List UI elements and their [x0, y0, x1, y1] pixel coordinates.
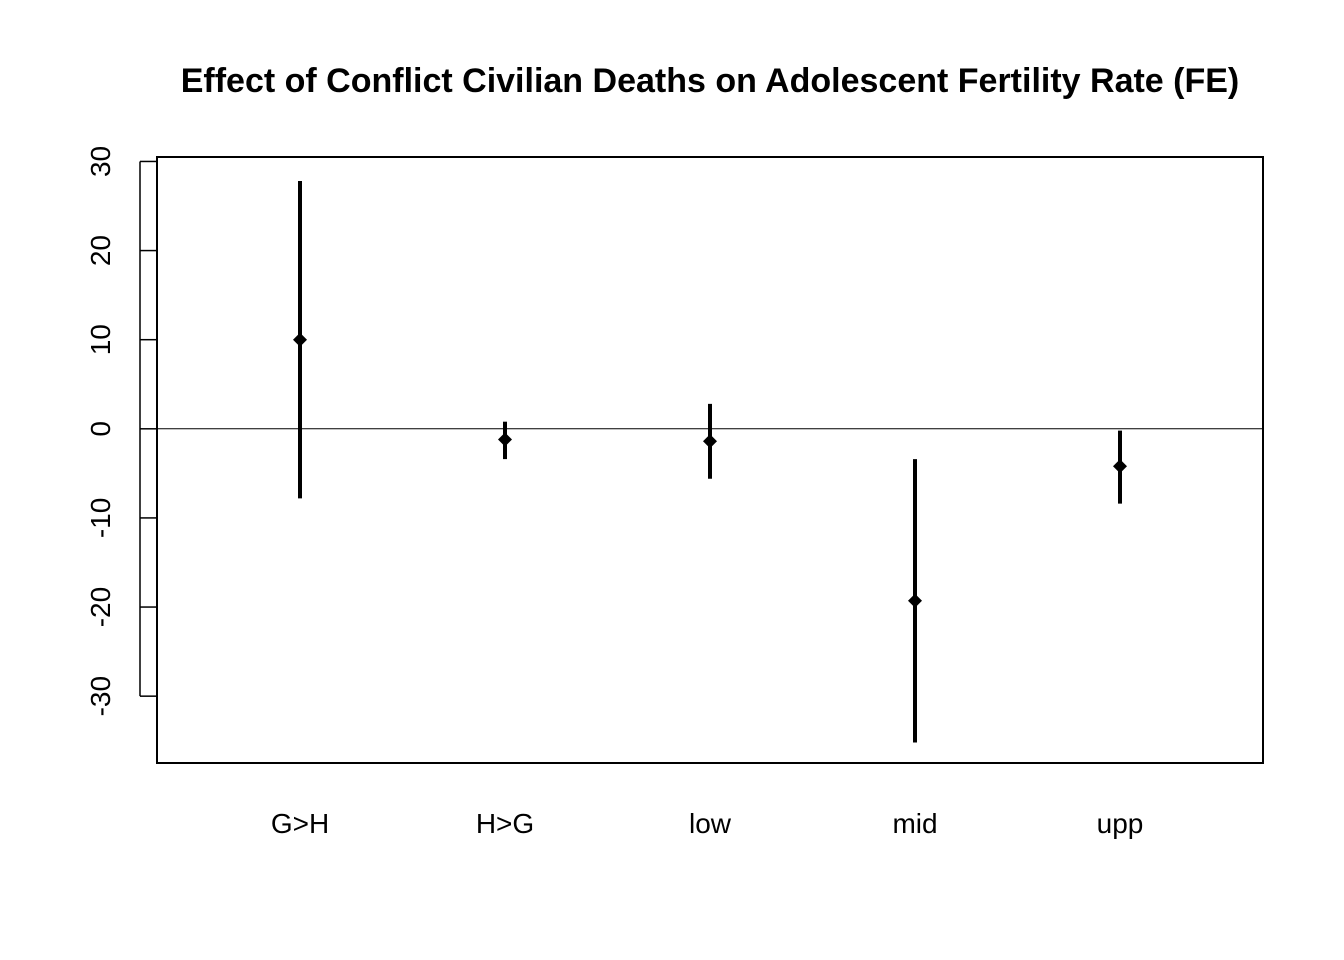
x-tick-label: upp	[1097, 808, 1144, 839]
point-estimate	[703, 434, 717, 449]
y-tick-label: -30	[85, 676, 116, 716]
estimate-marks	[293, 181, 1127, 743]
point-estimate	[293, 332, 307, 347]
x-tick-label: mid	[892, 808, 937, 839]
point-estimate	[498, 432, 512, 447]
y-tick-label: 20	[85, 235, 116, 266]
y-tick-label: 0	[85, 421, 116, 437]
x-tick-label: H>G	[476, 808, 534, 839]
point-estimate	[908, 593, 922, 608]
y-tick-label: 10	[85, 324, 116, 355]
y-axis: 30 20 10 0 -10 -20 -30	[85, 146, 156, 716]
y-tick-label: 30	[85, 146, 116, 177]
chart-title: Effect of Conflict Civilian Deaths on Ad…	[181, 62, 1240, 100]
y-tick-label: -20	[85, 587, 116, 627]
point-estimate	[1113, 459, 1127, 474]
x-tick-label: low	[689, 808, 732, 839]
y-tick-label: -10	[85, 498, 116, 538]
x-tick-label: G>H	[271, 808, 329, 839]
plot-frame	[156, 156, 1264, 764]
x-axis-labels: G>H H>G low mid upp	[271, 808, 1144, 839]
